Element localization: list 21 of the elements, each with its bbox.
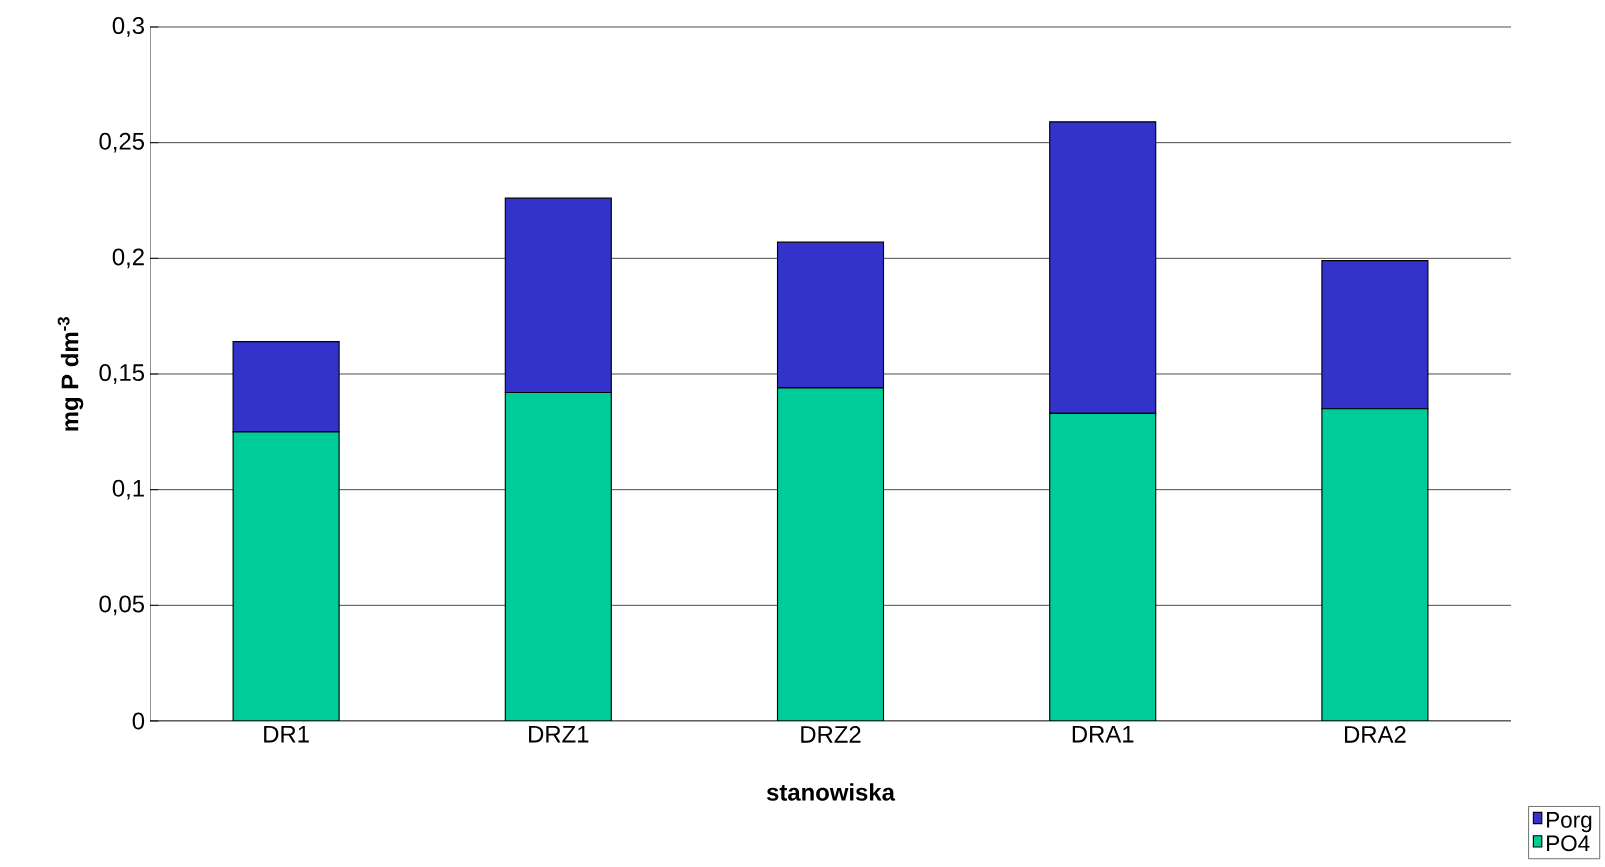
y-tick-label: 0,05 [99, 595, 145, 616]
x-tick-label: DRA2 [1345, 725, 1406, 743]
bar [1049, 413, 1156, 721]
y-tick-label: 0,2 [112, 248, 144, 269]
legend-label: PO4 [1547, 835, 1590, 852]
bar [505, 392, 612, 721]
bar [1321, 408, 1429, 721]
bar [777, 387, 884, 721]
y-tick-label: 0,15 [99, 364, 145, 384]
y-tick-label: 0,25 [99, 132, 145, 153]
y-axis-title: mg P dm$^{-3}$ [57, 317, 84, 431]
x-tick-label: DRA1 [1072, 725, 1134, 743]
y-tick-label: 0,3 [112, 17, 144, 37]
y-tick-label: 0,1 [112, 479, 144, 500]
x-axis-title: stanowiska [766, 783, 896, 801]
bar [233, 431, 340, 721]
legend-label: Porg [1547, 812, 1592, 833]
x-tick-label: DR1 [264, 725, 309, 743]
x-tick-label: DRZ2 [801, 725, 861, 743]
y-tick-label: 0 [132, 712, 145, 730]
x-tick-label: DRZ1 [529, 725, 589, 743]
